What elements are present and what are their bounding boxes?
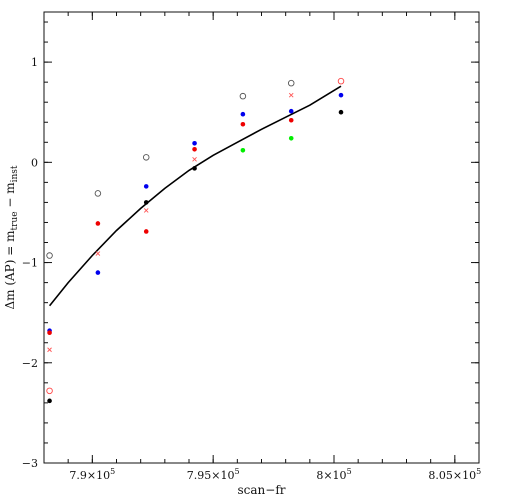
y-tick-label: −1	[22, 257, 38, 270]
y-axis-label-sub-true: true	[10, 211, 20, 230]
data-point-cross	[47, 347, 52, 353]
x-tick-mantissa: 7.95×10	[187, 469, 235, 482]
x-tick-label: 8.05×105	[428, 467, 481, 482]
data-point-dot	[192, 147, 197, 152]
data-point-dot	[240, 121, 246, 127]
data-point-dot	[240, 111, 246, 117]
y-axis-label-prefix: Δm (AP) = m	[3, 230, 17, 310]
data-point-dot	[143, 184, 149, 189]
data-point-dot	[143, 229, 149, 234]
y-tick-label: −2	[22, 357, 38, 370]
y-axis-label-middle: − m	[3, 182, 17, 212]
axis-ticks	[43, 12, 480, 464]
x-tick-exponent: 5	[234, 467, 239, 476]
data-points	[46, 77, 345, 404]
data-point-dot	[338, 92, 344, 98]
data-point-dot	[47, 398, 52, 404]
data-point-open-circle	[239, 92, 247, 100]
data-point-open-circle	[287, 79, 295, 87]
x-tick-mantissa: 8×10	[316, 469, 346, 482]
data-point-open-circle	[46, 252, 53, 259]
x-tick-labels: 7.9×105 7.95×105 8×105 8.05×105	[69, 467, 481, 482]
data-point-cross	[192, 157, 197, 162]
y-axis-label-sub-inst: inst	[10, 165, 20, 182]
x-tick-mantissa: 7.9×10	[69, 469, 110, 482]
data-point-dot	[288, 108, 294, 114]
y-tick-labels: −3 −2 −1 0 1	[22, 56, 38, 470]
data-point-cross	[143, 208, 149, 213]
data-point-dot	[143, 200, 149, 205]
data-point-open-circle	[142, 154, 150, 161]
data-point-dot	[95, 270, 101, 275]
data-point-open-circle	[94, 190, 102, 197]
y-axis-label: Δm (AP) = mtrue − minst	[3, 165, 20, 309]
data-point-cross	[95, 251, 101, 256]
data-point-dot	[192, 140, 197, 146]
x-tick-label: 8×105	[316, 467, 351, 482]
y-tick-label: 1	[31, 56, 38, 69]
y-tick-label: −3	[22, 457, 38, 470]
x-tick-exponent: 5	[476, 467, 481, 476]
x-tick-label: 7.9×105	[69, 467, 115, 482]
data-point-dot	[288, 117, 294, 123]
data-point-open-circle	[46, 387, 53, 395]
x-tick-mantissa: 8.05×10	[428, 469, 476, 482]
x-tick-label: 7.95×105	[187, 467, 240, 482]
data-point-dot	[95, 221, 101, 226]
data-point-dot	[338, 109, 344, 115]
data-point-dot	[192, 166, 197, 171]
data-point-cross	[288, 92, 294, 98]
data-point-dot	[288, 135, 294, 141]
x-tick-exponent: 5	[347, 467, 352, 476]
y-tick-label: 0	[31, 156, 38, 169]
fit-curve	[48, 85, 342, 307]
data-point-open-circle	[337, 77, 345, 85]
x-tick-exponent: 5	[110, 467, 115, 476]
x-axis-label: scan−fr	[238, 483, 286, 497]
data-point-dot	[240, 148, 246, 153]
data-point-dot	[47, 330, 52, 336]
